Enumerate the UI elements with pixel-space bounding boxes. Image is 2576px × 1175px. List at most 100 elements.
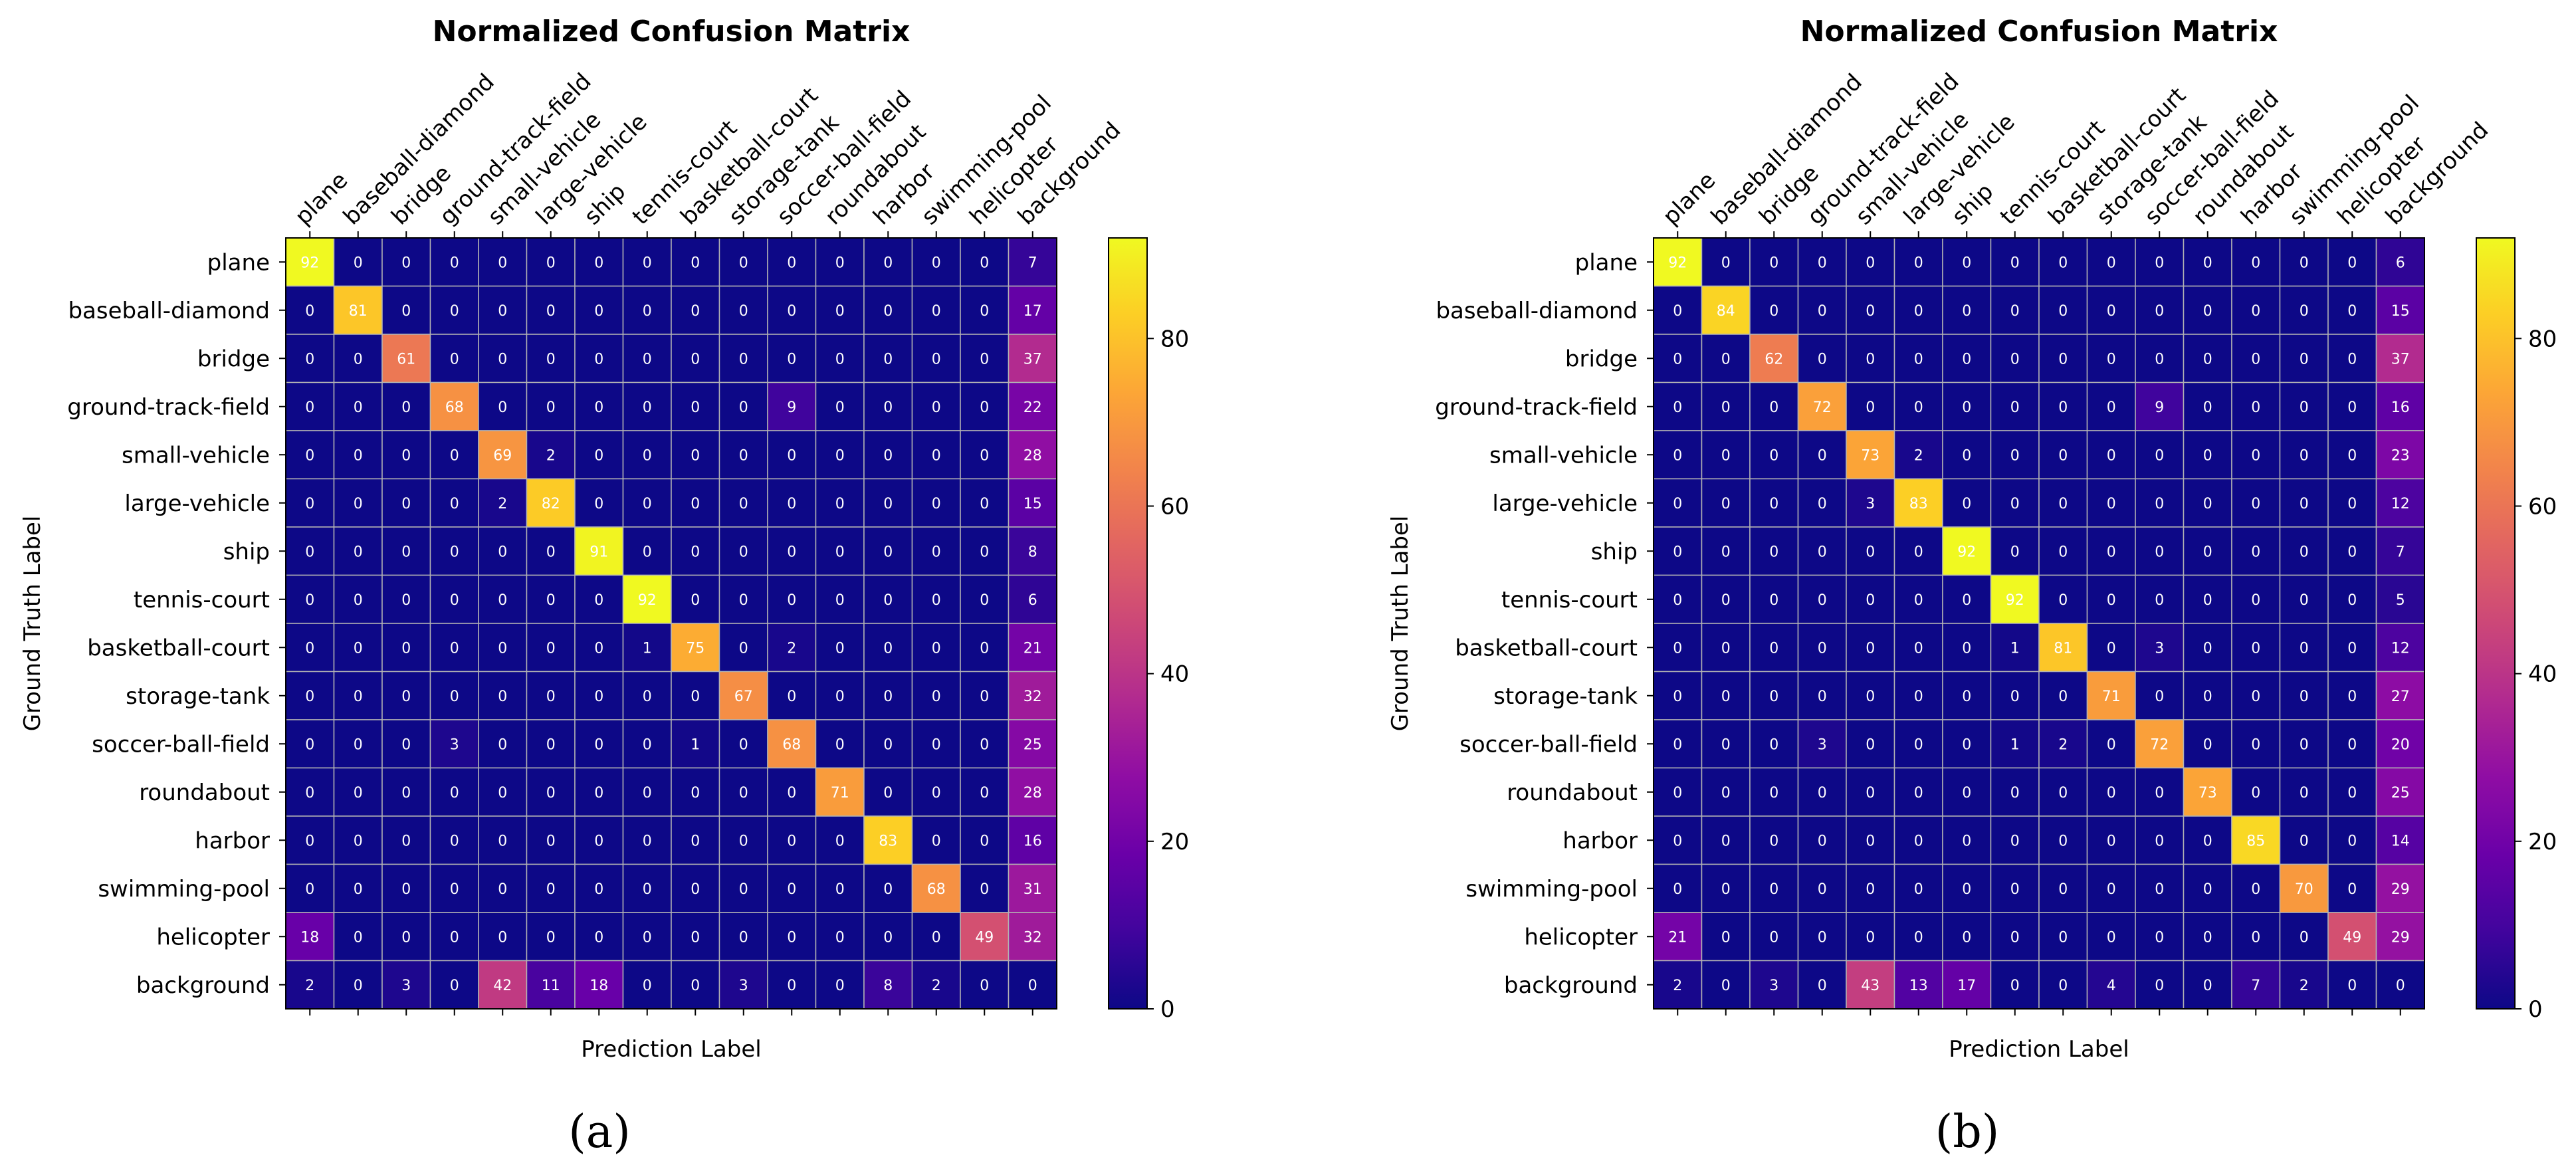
cell-value-label: 0 (1721, 736, 1731, 753)
cell-value-label: 0 (594, 399, 603, 416)
cell-value-label: 0 (835, 544, 845, 560)
cell-value-label: 0 (1914, 351, 1923, 368)
cell-value-label: 0 (835, 255, 845, 271)
heatmap-cell (1701, 912, 1751, 962)
cell-value-label: 0 (450, 881, 459, 898)
cell-value-label: 0 (883, 785, 893, 801)
heatmap-cell (2086, 912, 2136, 962)
heatmap-cell (1990, 767, 2040, 817)
heatmap-cell (2231, 334, 2281, 383)
heatmap-cell (333, 912, 383, 962)
cell-value-label: 0 (932, 689, 941, 705)
heatmap-cell (960, 334, 1010, 383)
heatmap-cell (622, 574, 672, 624)
cell-value-label: 0 (2251, 303, 2260, 320)
cell-value-label: 0 (2251, 689, 2260, 705)
cell-value-label: 0 (354, 255, 363, 271)
cell-value-label: 0 (1721, 447, 1731, 464)
heatmap-cell (285, 767, 335, 817)
cell-value-label: 73 (1861, 447, 1879, 464)
heatmap-cell (767, 334, 817, 383)
cell-value-label: 0 (546, 689, 556, 705)
cell-value-label: 0 (980, 833, 989, 849)
heatmap-cell (2375, 285, 2425, 335)
cell-value-label: 0 (835, 351, 845, 368)
cell-value-label: 12 (2391, 496, 2410, 512)
cell-value-label: 1 (691, 736, 700, 753)
cell-value-label: 0 (1818, 255, 1827, 271)
cell-value-label: 0 (739, 399, 748, 416)
cell-value-label: 0 (643, 303, 652, 320)
cell-value-label: 3 (401, 978, 411, 994)
colorbar-tick-label: 0 (2528, 996, 2543, 1023)
cell-value-label: 0 (835, 496, 845, 512)
cell-value-label: 0 (1818, 978, 1827, 994)
heatmap-cell (429, 574, 479, 624)
cell-value-label: 0 (2155, 689, 2164, 705)
heatmap-cell (285, 574, 335, 624)
cell-value-label: 0 (2058, 881, 2068, 898)
cell-value-label: 0 (1818, 689, 1827, 705)
heatmap-cell (478, 912, 528, 962)
heatmap-cell (381, 285, 431, 335)
cell-value-label: 0 (2347, 447, 2357, 464)
cell-value-label: 0 (1914, 255, 1923, 271)
heatmap-cell (1893, 334, 1943, 383)
cell-value-label: 0 (450, 496, 459, 512)
heatmap-cell (1653, 912, 1703, 962)
cell-value-label: 0 (691, 929, 700, 946)
heatmap-cell (429, 526, 479, 576)
heatmap-cell (718, 430, 768, 480)
cell-value-label: 0 (401, 833, 411, 849)
heatmap-cell (1846, 526, 1895, 576)
heatmap-cell (2183, 285, 2232, 335)
heatmap-cell (960, 623, 1010, 673)
cell-value-label: 0 (498, 303, 507, 320)
y-tick-label: plane (207, 249, 270, 276)
cell-value-label: 0 (643, 689, 652, 705)
cell-value-label: 0 (1673, 496, 1682, 512)
heatmap-cell (478, 767, 528, 817)
cell-value-label: 1 (2010, 640, 2020, 657)
heatmap-cell (478, 815, 528, 865)
cell-value-label: 2 (1673, 978, 1682, 994)
heatmap-cell (622, 912, 672, 962)
cell-value-label: 0 (1673, 592, 1682, 609)
heatmap-cell (815, 912, 865, 962)
heatmap-cell (2279, 430, 2329, 480)
cell-value-label: 16 (2391, 399, 2410, 416)
heatmap-cell (863, 912, 913, 962)
cell-value-label: 0 (643, 881, 652, 898)
cell-value-label: 83 (879, 833, 897, 849)
cell-value-label: 0 (2300, 833, 2309, 849)
heatmap-cell (333, 285, 383, 335)
cell-value-label: 0 (1721, 255, 1731, 271)
heatmap-cell (574, 623, 624, 673)
heatmap-cell (2279, 960, 2329, 1010)
cell-value-label: 0 (1721, 978, 1731, 994)
cell-value-label: 0 (2058, 496, 2068, 512)
cell-value-label: 62 (1765, 351, 1783, 368)
cell-value-label: 0 (305, 689, 314, 705)
cell-value-label: 0 (932, 736, 941, 753)
cell-value-label: 49 (975, 929, 994, 946)
heatmap-cell (960, 478, 1010, 528)
cell-value-label: 0 (2058, 689, 2068, 705)
heatmap-cell (2183, 767, 2232, 817)
y-tick-label: roundabout (139, 780, 270, 806)
cell-value-label: 0 (1721, 496, 1731, 512)
cell-value-label: 0 (883, 496, 893, 512)
cell-value-label: 0 (1866, 736, 1875, 753)
cell-value-label: 0 (401, 592, 411, 609)
cell-value-label: 8 (883, 978, 893, 994)
cell-value-label: 0 (2010, 496, 2020, 512)
cell-value-label: 0 (2251, 640, 2260, 657)
heatmap-cell (2086, 430, 2136, 480)
heatmap-cell (718, 334, 768, 383)
cell-value-label: 0 (305, 881, 314, 898)
heatmap-cell (671, 478, 720, 528)
cell-value-label: 0 (354, 881, 363, 898)
heatmap-cell (2375, 719, 2425, 769)
y-tick-label: small-vehicle (1489, 442, 1638, 469)
heatmap-cell (1893, 285, 1943, 335)
